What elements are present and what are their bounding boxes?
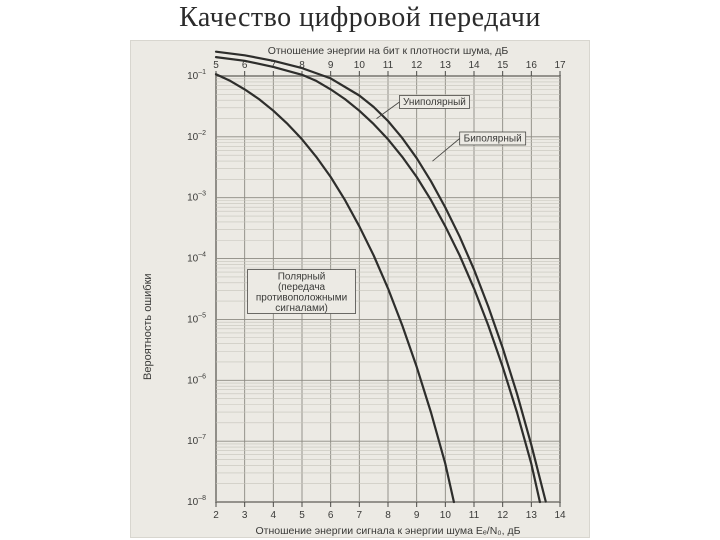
x-tick-label-bottom: 4 xyxy=(271,510,277,521)
x-tick-label-bottom: 2 xyxy=(213,510,219,521)
x-tick-label-top: 5 xyxy=(213,60,219,71)
annotation-text-bipolar: Биполярный xyxy=(464,133,522,144)
x-tick-label-bottom: 13 xyxy=(526,510,538,521)
x-axis-label-top: Отношение энергии на бит к плотности шум… xyxy=(268,45,509,57)
x-tick-label-top: 10 xyxy=(354,60,366,71)
y-tick-label: 10–2 xyxy=(187,130,206,143)
x-tick-label-top: 15 xyxy=(497,60,509,71)
chart-container: Вероятность ошибки 10–110–210–310–410–51… xyxy=(130,40,590,538)
y-tick-label: 10–6 xyxy=(187,373,206,386)
x-tick-label-bottom: 14 xyxy=(554,510,566,521)
x-tick-label-bottom: 7 xyxy=(357,510,363,521)
y-tick-label: 10–8 xyxy=(187,495,206,508)
page-title: Качество цифровой передачи xyxy=(0,0,720,34)
x-axis-label-bottom: Отношение энергии сигнала к энергии шума… xyxy=(255,525,520,537)
y-tick-label: 10–4 xyxy=(187,252,206,265)
x-tick-label-top: 12 xyxy=(411,60,423,71)
x-tick-label-top: 11 xyxy=(383,60,394,71)
x-tick-label-bottom: 5 xyxy=(299,510,305,521)
annotation-text-unipolar: Униполярный xyxy=(403,97,466,108)
x-tick-label-top: 13 xyxy=(440,60,452,71)
x-tick-label-top: 16 xyxy=(526,60,538,71)
x-tick-label-bottom: 10 xyxy=(440,510,452,521)
x-tick-label-top: 17 xyxy=(554,60,566,71)
x-tick-label-bottom: 6 xyxy=(328,510,334,521)
y-tick-label: 10–3 xyxy=(187,191,206,204)
y-tick-label: 10–7 xyxy=(187,434,206,447)
ber-chart: 10–1 10–2 10–3 10–4 10–5 10–6 10–7 10–8 2 3 4 5 6 7 8 9… xyxy=(130,40,590,538)
x-tick-label-top: 14 xyxy=(468,60,480,71)
annotation-text-polar-3: сигналами) xyxy=(275,303,328,314)
annotation-text-polar-2: противоположными xyxy=(256,293,347,304)
x-tick-label-top: 9 xyxy=(328,60,334,71)
x-tick-label-bottom: 12 xyxy=(497,510,509,521)
annotation-text-polar-1: (передача xyxy=(278,282,326,293)
x-tick-label-bottom: 8 xyxy=(385,510,391,521)
annotation-leader-bipolar xyxy=(432,138,459,161)
x-tick-label-bottom: 9 xyxy=(414,510,420,521)
annotation-text-polar-0: Полярный xyxy=(278,272,326,283)
y-tick-label: 10–5 xyxy=(187,312,206,325)
y-tick-label: 10–1 xyxy=(187,69,206,82)
x-tick-label-bottom: 11 xyxy=(469,510,480,521)
x-tick-label-bottom: 3 xyxy=(242,510,248,521)
